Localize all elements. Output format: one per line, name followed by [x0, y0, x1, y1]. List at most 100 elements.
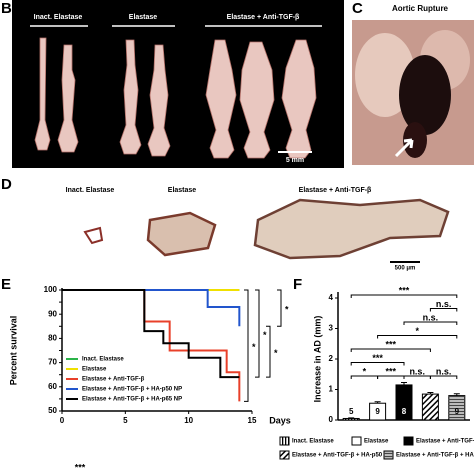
- legend-label: Inact. Elastase: [82, 357, 124, 363]
- legend-label: Elastase + Anti-TGF-β + HA-p65 NP: [82, 397, 182, 403]
- legend-swatch: [351, 436, 362, 446]
- significance-bracket: [266, 325, 271, 378]
- x-axis-label: Days: [269, 415, 291, 425]
- legend-label: Elastase: [82, 367, 107, 373]
- histology: [253, 198, 450, 260]
- histology: [83, 226, 104, 245]
- significance-bracket: [429, 375, 458, 379]
- panel-d: D Inact. Elastase Elastase Elastase + An…: [1, 176, 450, 272]
- significance-label: n.s.: [423, 312, 439, 322]
- significance-bracket: [377, 375, 405, 379]
- significance-label: ***: [372, 353, 383, 363]
- n-label: 9: [455, 407, 460, 416]
- significance-bracket: [350, 375, 379, 379]
- y-tick-label: 2: [329, 354, 334, 363]
- error-bar: [427, 392, 434, 395]
- error-bar: [348, 417, 355, 419]
- rupture: [403, 122, 427, 158]
- y-tick-label: 60: [48, 382, 57, 391]
- panel-label: D: [1, 176, 12, 193]
- y-tick-label: 90: [48, 309, 57, 318]
- significance-bracket: [350, 362, 405, 366]
- significance-bracket: [277, 289, 282, 327]
- bar-pattern: [343, 418, 360, 420]
- significance-bracket: [255, 289, 260, 378]
- significance-label: ***: [386, 339, 397, 349]
- legend-label: Elastase + Anti-TGF-β + HA-p65 NP: [396, 453, 474, 459]
- legend-label: Elastase + Anti-TGF-β: [416, 439, 474, 445]
- n-label: 9: [375, 407, 380, 416]
- legend-swatch-pattern: [280, 451, 289, 459]
- y-tick-label: 80: [48, 334, 57, 343]
- error-bar: [401, 381, 407, 385]
- arrow: [394, 138, 414, 158]
- legend-label: Elastase + Anti-TGF-β + HA-p50 NP: [82, 387, 182, 393]
- scale-label: 5 mm: [286, 157, 304, 164]
- significance-bracket: [350, 294, 458, 298]
- significance-label: n.s.: [436, 366, 452, 376]
- significance-label: *: [285, 305, 289, 315]
- significance-label: *: [274, 348, 278, 358]
- panel-label: C: [352, 0, 363, 17]
- significance-label: *: [252, 342, 256, 352]
- survival-line: [62, 289, 240, 379]
- annotation: ***: [75, 462, 86, 472]
- y-tick-label: 3: [329, 324, 334, 333]
- significance-bracket: [429, 308, 458, 312]
- panel-label: F: [293, 276, 302, 293]
- y-tick-label: 70: [48, 358, 57, 367]
- significance-label: ***: [386, 366, 397, 376]
- significance-bracket: [403, 321, 458, 325]
- y-tick-label: 0: [329, 415, 334, 424]
- x-tick-label: 5: [123, 416, 128, 425]
- significance-label: n.s.: [409, 366, 425, 376]
- legend-swatch: [403, 436, 414, 446]
- rupture: [399, 55, 451, 135]
- caption: Elastase + Anti-TGF-β: [299, 187, 372, 194]
- aorta-photos: [34, 37, 317, 159]
- error-bar: [374, 401, 381, 404]
- significance-label: n.s.: [436, 299, 452, 309]
- significance-label: *: [363, 366, 367, 376]
- significance-bracket: [403, 375, 431, 379]
- significance-bracket: [244, 289, 249, 402]
- significance-bracket: [350, 348, 431, 352]
- n-label: 8: [402, 407, 407, 416]
- error-bar: [453, 393, 460, 396]
- caption: Inact. Elastase: [34, 14, 83, 21]
- survival-line: [62, 289, 241, 327]
- legend-label: Inact. Elastase: [292, 439, 334, 445]
- caption: Elastase: [129, 14, 158, 21]
- scale-label: 500 μm: [395, 266, 416, 272]
- y-tick-label: 100: [44, 285, 58, 294]
- significance-bracket: [377, 335, 458, 339]
- significance-label: *: [415, 326, 419, 336]
- panel-label: B: [1, 0, 12, 17]
- legend-swatch-pattern: [384, 451, 393, 459]
- x-tick-label: 10: [184, 416, 193, 425]
- legend-label: Elastase: [364, 439, 389, 445]
- panel-title: Aortic Rupture: [392, 4, 449, 13]
- significance-label: *: [263, 330, 267, 340]
- caption: Elastase: [168, 187, 197, 194]
- x-tick-label: 15: [248, 416, 257, 425]
- legend-label: Elastase + Anti-TGF-β + HA-p50 NP: [292, 453, 392, 459]
- y-tick-label: 4: [329, 293, 334, 302]
- y-tick-label: 50: [48, 406, 57, 415]
- n-label: 5: [349, 407, 354, 416]
- panel-label: E: [1, 276, 11, 293]
- x-tick-label: 0: [60, 416, 65, 425]
- bar-pattern: [448, 395, 465, 420]
- caption-group: Inact. Elastase Elastase Elastase + Anti…: [30, 14, 322, 164]
- caption: Elastase + Anti-TGF-β: [227, 14, 300, 21]
- caption: Inact. Elastase: [66, 187, 115, 194]
- legend-swatch-pattern: [280, 437, 289, 445]
- histology: [146, 211, 217, 257]
- panel-c: C Aortic Rupture: [352, 0, 474, 165]
- significance-label: ***: [399, 285, 410, 295]
- bar-pattern: [422, 394, 439, 420]
- y-axis-label: Percent survival: [8, 316, 18, 386]
- legend-label: Elastase + Anti-TGF-β: [82, 377, 145, 383]
- y-axis-label: Increase in AD (mm): [312, 316, 322, 403]
